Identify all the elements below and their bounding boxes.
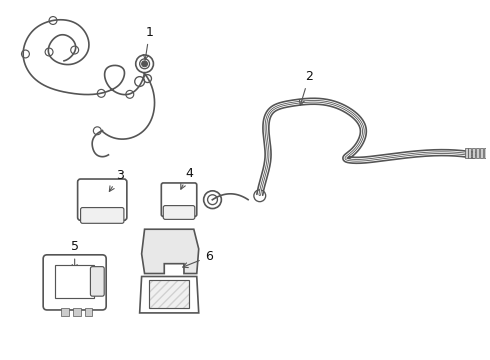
Bar	[61, 308, 69, 316]
FancyBboxPatch shape	[163, 206, 195, 219]
Bar	[84, 308, 93, 316]
Circle shape	[142, 61, 147, 67]
Polygon shape	[142, 229, 199, 274]
Text: 6: 6	[183, 250, 213, 267]
Text: 3: 3	[109, 168, 124, 192]
Bar	[149, 280, 189, 308]
Bar	[73, 308, 80, 316]
Text: 4: 4	[181, 167, 193, 189]
Bar	[149, 280, 189, 308]
FancyBboxPatch shape	[91, 267, 104, 296]
FancyBboxPatch shape	[77, 179, 127, 220]
FancyBboxPatch shape	[80, 208, 124, 223]
Text: 1: 1	[144, 26, 153, 60]
Bar	[55, 265, 95, 298]
Bar	[472, 148, 475, 158]
Bar	[465, 148, 467, 158]
FancyBboxPatch shape	[161, 183, 197, 216]
Bar	[468, 148, 471, 158]
Bar	[476, 148, 479, 158]
FancyBboxPatch shape	[43, 255, 106, 310]
Text: 2: 2	[299, 70, 313, 105]
Text: 5: 5	[71, 240, 79, 270]
Polygon shape	[140, 276, 199, 313]
Bar	[480, 148, 483, 158]
Bar	[484, 148, 487, 158]
